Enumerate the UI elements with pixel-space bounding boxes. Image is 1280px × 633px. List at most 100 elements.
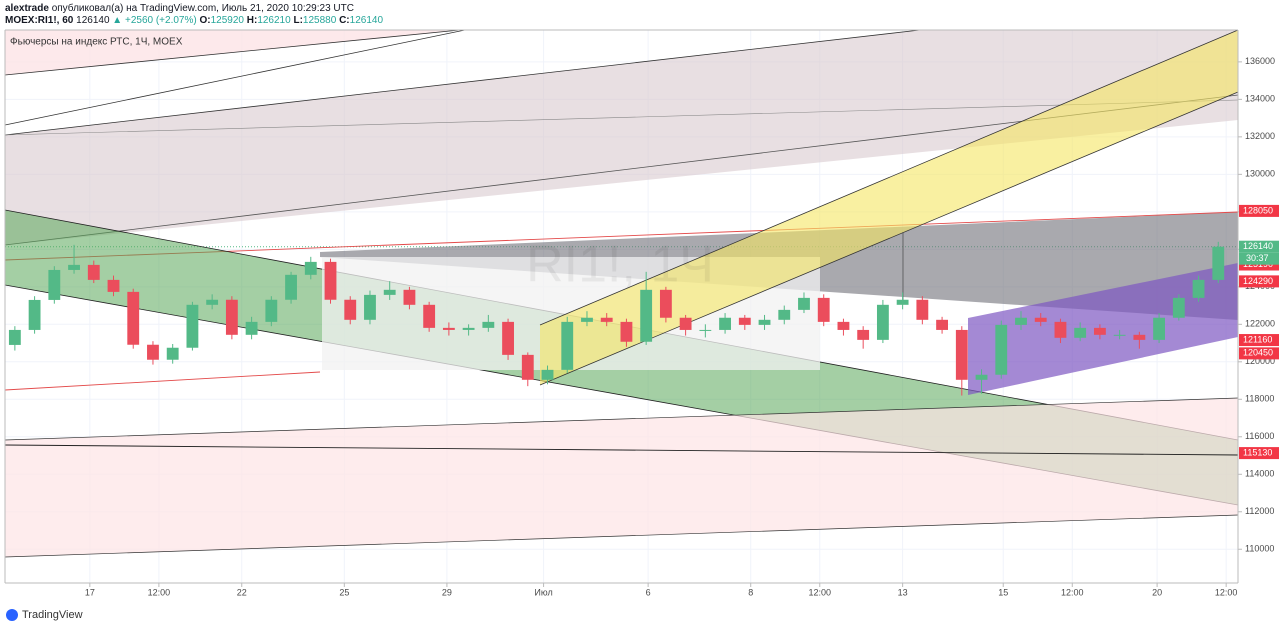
candle-body: [916, 299, 929, 320]
published: опубликовал(а) на TradingView.com, Июль …: [52, 2, 354, 14]
gray-wedge: [5, 30, 1238, 245]
candle-body: [837, 321, 850, 330]
candle-body: [719, 317, 731, 330]
x-tick-label: 22: [237, 587, 247, 597]
candle-body: [265, 299, 278, 322]
y-tick-label: 112000: [1245, 506, 1274, 516]
x-tick-label: 6: [646, 587, 651, 597]
x-tick-label: 17: [85, 587, 95, 597]
candle-body: [975, 374, 988, 380]
trend-line: [4, 29, 921, 136]
candle-body: [403, 289, 416, 305]
trend-line: [4, 397, 1239, 441]
red-line: [4, 371, 321, 391]
candle-body: [28, 299, 41, 330]
countdown-bg: [1239, 252, 1279, 265]
y-tick-label: 132000: [1245, 131, 1275, 141]
candle-body: [383, 289, 396, 295]
candle-body: [344, 299, 357, 320]
candle-body: [1015, 317, 1027, 325]
candle-body: [699, 329, 712, 331]
candle-body: [1054, 321, 1067, 338]
candles: [8, 241, 1225, 396]
price-label-bg: [1239, 347, 1279, 360]
trend-line: [539, 91, 1239, 386]
candle-body: [1034, 317, 1047, 322]
x-tick-label: 12:00: [809, 587, 832, 597]
candle-body: [659, 289, 672, 318]
price-label-bg: [1239, 447, 1279, 460]
candle-body: [521, 354, 534, 380]
x-tick-label: 15: [998, 587, 1008, 597]
trend-line: [4, 99, 1239, 136]
candle-body: [87, 264, 100, 280]
candle-body: [1192, 279, 1205, 298]
x-tick-label: Июл: [534, 587, 552, 597]
price-label-bg: [1239, 240, 1279, 253]
candle-body: [324, 261, 337, 300]
candle-body: [482, 321, 495, 328]
candle-body: [225, 299, 238, 335]
candle-body: [995, 324, 1008, 375]
symbol-line: MOEX:RI1!, 60 126140 ▲ +2560 (+2.07%) O:…: [5, 15, 383, 26]
candle-body: [896, 299, 909, 305]
x-tick-label: 8: [748, 587, 753, 597]
candle-body: [679, 317, 692, 330]
arrow: ▲: [112, 15, 122, 26]
drawings: [4, 29, 1239, 558]
logo-icon: [6, 609, 18, 621]
axes: 110000 112000 114000 116000 118000 120000 1220…: [85, 56, 1279, 597]
last-price: 126140: [76, 15, 110, 26]
trend-line: [4, 29, 466, 126]
y-tick-label: 122000: [1245, 319, 1275, 329]
candle-body: [147, 344, 159, 360]
watermark: RI1!, 1Ч: [526, 236, 714, 294]
candle-body: [186, 304, 199, 348]
candle-body: [738, 317, 751, 325]
brand: TradingView: [22, 609, 83, 621]
candle-body: [245, 321, 258, 335]
candle-body: [541, 369, 554, 380]
x-tick-label: 12:00: [148, 587, 171, 597]
chart-title: Фьючерсы на индекс РТС, 1Ч, MOEX: [10, 37, 183, 48]
ohlc-value: 125880: [303, 15, 337, 26]
candle-body: [1133, 334, 1146, 340]
candle-body: [48, 269, 61, 300]
level-line: [4, 444, 1239, 456]
candle-body: [1212, 246, 1225, 280]
candle-body: [442, 327, 455, 330]
candle-body: [1074, 327, 1087, 338]
price-label: 126140: [1243, 241, 1273, 251]
author: alextrade: [5, 3, 49, 14]
header-line: alextrade опубликовал(а) на TradingView.…: [5, 2, 354, 14]
ohlc-label: H:: [247, 15, 258, 26]
price-label: 115130: [1243, 447, 1272, 457]
price-label: 120450: [1243, 348, 1273, 358]
y-tick-label: 130000: [1245, 169, 1275, 179]
x-tick-label: 12:00: [1061, 587, 1084, 597]
candle-body: [206, 299, 219, 305]
ohlc-label: O:: [199, 15, 210, 26]
candle-body: [640, 289, 653, 342]
symbol: MOEX:RI1!, 60: [5, 15, 74, 26]
candle-body: [304, 261, 317, 275]
candle-body: [462, 327, 475, 330]
candle-body: [1093, 327, 1106, 335]
logo: TradingView: [6, 609, 83, 621]
candle-body: [502, 321, 514, 355]
y-tick-label: 120000: [1245, 356, 1275, 366]
candle-body: [955, 329, 968, 380]
price-label-bg: [1239, 204, 1279, 217]
yellow-channel: [540, 30, 1238, 385]
candle-body: [1113, 334, 1126, 336]
x-tick-label: 20: [1152, 587, 1162, 597]
pink-band: [5, 398, 1238, 557]
x-tick-label: 12:00: [1215, 587, 1238, 597]
ohlc-value: 126210: [257, 15, 291, 26]
y-tick-label: 116000: [1245, 431, 1274, 441]
y-tick-label: 136000: [1245, 56, 1275, 66]
candle-body: [620, 321, 633, 342]
x-tick-label: 13: [898, 587, 908, 597]
candle-body: [423, 304, 436, 328]
candle-body: [857, 329, 870, 340]
